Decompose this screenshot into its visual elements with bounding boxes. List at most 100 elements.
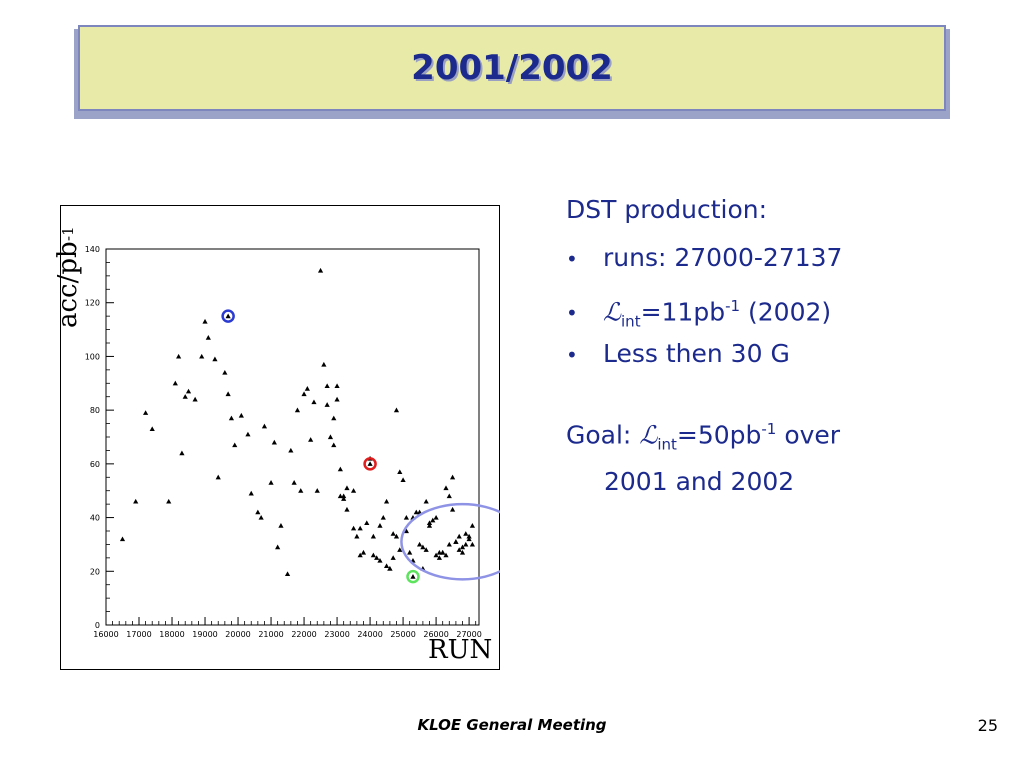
data-point (370, 533, 376, 539)
data-point (357, 525, 363, 531)
data-point (436, 555, 442, 560)
data-point (212, 356, 218, 362)
y-tick-label: 0 (95, 621, 100, 630)
data-point (430, 517, 436, 523)
data-point (314, 488, 320, 493)
data-point (413, 509, 419, 515)
data-point (420, 544, 426, 550)
highlighted-data-point (367, 461, 373, 466)
data-point (215, 474, 221, 480)
data-point (337, 466, 343, 472)
bullet-dot: • (566, 301, 578, 326)
y-tick-label: 120 (85, 299, 100, 308)
data-point (423, 498, 429, 504)
data-point (357, 552, 363, 558)
x-tick-label: 22000 (291, 630, 316, 639)
data-point (248, 490, 254, 496)
data-point (119, 536, 126, 542)
data-point (202, 318, 208, 324)
lumi-symbol: ℒ (603, 297, 622, 327)
data-point (268, 480, 274, 485)
data-point (199, 353, 205, 359)
data-point (426, 520, 433, 526)
plot-frame (60, 205, 500, 670)
title-box: 2001/2002 (78, 25, 946, 111)
data-point (166, 498, 172, 504)
data-point (469, 541, 475, 547)
data-point (466, 533, 472, 539)
data-point (327, 434, 334, 440)
y-tick-label: 60 (90, 460, 100, 469)
y-tick-label: 20 (90, 567, 100, 576)
data-point (301, 391, 307, 397)
slide-title: 2001/2002 (411, 48, 613, 88)
highlight-circles (221, 309, 500, 584)
scatter-plot: 0 20 40 60 80 100 120 140 16000 17000 18000 19000 20… (60, 205, 500, 670)
data-point (400, 477, 406, 483)
data-point (149, 426, 155, 432)
data-point (258, 514, 264, 520)
data-point (291, 480, 297, 485)
data-point (360, 549, 367, 555)
data-point (278, 523, 284, 528)
data-point (225, 391, 231, 397)
data-point (228, 415, 235, 421)
x-tick-label: 18000 (159, 630, 184, 639)
data-point (459, 549, 466, 555)
footer-text: KLOE General Meeting (417, 716, 607, 734)
page-number: 25 (977, 716, 998, 735)
data-point (182, 394, 188, 399)
data-point (397, 469, 403, 474)
data-point (344, 506, 350, 512)
data-point (374, 555, 380, 560)
y-tick-label: 100 (85, 352, 100, 361)
data-point (176, 353, 182, 359)
data-markers (119, 267, 475, 577)
data-point (380, 514, 386, 520)
data-point (370, 552, 376, 558)
data-point (459, 544, 466, 550)
data-point (238, 412, 244, 418)
plot-axes: 0 20 40 60 80 100 120 140 16000 17000 18000 19000 20… (85, 245, 482, 639)
lumi-value: =11pb (640, 297, 726, 327)
bullet-less: • Less then 30 G (566, 334, 1006, 382)
dst-heading: DST production: (566, 195, 768, 224)
data-point (403, 514, 409, 520)
data-point (344, 485, 350, 491)
bullet-runs: • runs: 27000-27137 (566, 238, 1006, 286)
data-point (443, 552, 449, 558)
highlight-circle (221, 309, 235, 323)
data-point (350, 525, 357, 531)
highlight-circle (363, 457, 377, 471)
data-point (311, 399, 317, 405)
data-point (298, 488, 304, 493)
data-point (317, 267, 324, 273)
data-point (449, 474, 456, 480)
x-tick-label: 19000 (192, 630, 217, 639)
bullet-list: DST production: • runs: 27000-27137 • ℒi… (566, 190, 1006, 501)
data-point (192, 396, 198, 402)
data-point (397, 547, 403, 552)
data-point (433, 552, 439, 558)
data-point (350, 488, 357, 493)
y-tick-label: 80 (90, 406, 100, 415)
highlighted-data-point (225, 313, 231, 319)
data-point (321, 361, 327, 367)
data-point (364, 520, 370, 526)
x-tick-label: 17000 (126, 630, 151, 639)
data-point (393, 533, 400, 539)
data-point (377, 523, 383, 528)
data-point (284, 571, 291, 577)
data-point (288, 447, 294, 453)
data-point (179, 450, 185, 456)
x-tick-label: 27000 (456, 630, 481, 639)
y-axis-label: acc/pb -1 (38, 222, 98, 332)
data-point (443, 485, 449, 491)
goal-lumi-symbol: ℒ (639, 420, 658, 450)
goal-label: Goal: (566, 420, 632, 450)
data-point (143, 410, 149, 415)
data-point (446, 493, 452, 499)
bullet-dot: • (566, 247, 578, 271)
data-point (324, 383, 330, 389)
chart: 0 20 40 60 80 100 120 140 16000 17000 18000 19000 20… (60, 205, 500, 670)
